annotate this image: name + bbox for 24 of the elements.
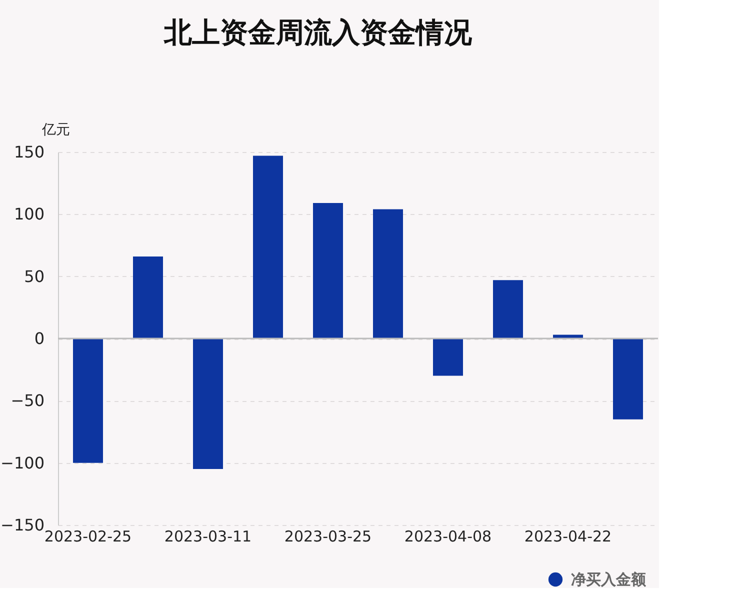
bar (253, 156, 283, 338)
bar (433, 338, 463, 376)
x-tick-label: 2023-03-11 (164, 528, 252, 546)
y-tick-label: 50 (24, 266, 44, 286)
y-tick-label: −150 (0, 516, 44, 534)
legend-label: 净买入金额 (571, 570, 647, 588)
y-tick-label: 100 (14, 204, 44, 224)
x-tick-label: 2023-02-25 (44, 528, 132, 546)
x-tick-label: 2023-04-22 (524, 528, 612, 546)
bar (493, 280, 523, 338)
bar (73, 338, 103, 463)
x-tick-label: 2023-04-08 (404, 528, 492, 546)
bar (133, 256, 163, 338)
y-tick-label: −100 (0, 453, 44, 472)
bar (373, 209, 403, 338)
x-tick-label: 2023-03-25 (284, 528, 372, 546)
y-tick-label: −50 (10, 391, 44, 410)
chart-title: 北上资金周流入资金情况 (163, 16, 473, 49)
bar (613, 338, 643, 420)
bar (193, 338, 223, 470)
bar (313, 202, 343, 338)
y-axis-title: 亿元 (41, 122, 70, 138)
y-tick-label: 0 (34, 329, 44, 348)
y-tick-label: 150 (14, 142, 44, 162)
